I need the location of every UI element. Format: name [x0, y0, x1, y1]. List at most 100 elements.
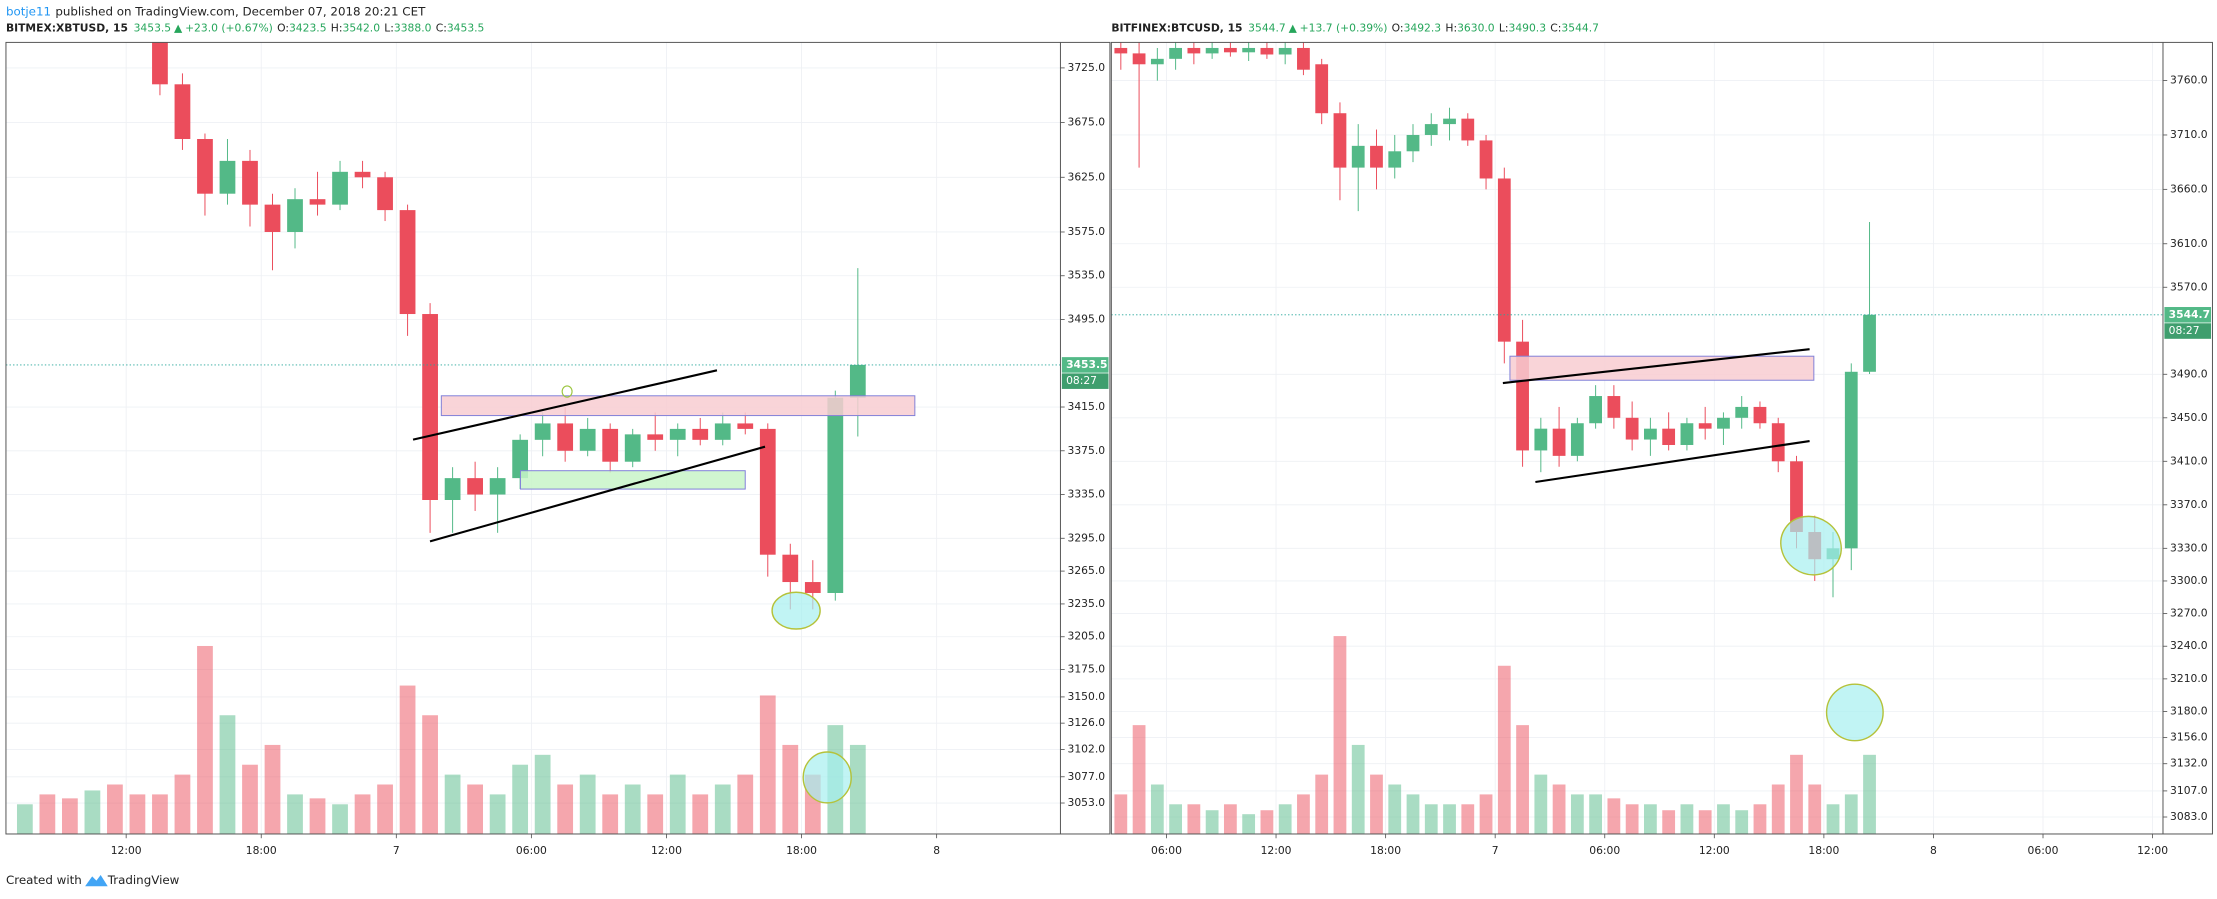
y-tick-label: 3053.0	[1068, 796, 1106, 809]
candle-body	[1698, 423, 1712, 429]
y-tick-label: 3205.0	[1068, 630, 1106, 643]
chart-right: BITFINEX:BTCUSD, 15 3544.7 ▲ +13.7 (+0.39%)…	[1110, 21, 2213, 857]
candle-body	[1388, 151, 1402, 168]
candle-body	[1242, 47, 1256, 53]
volume-bar	[1132, 725, 1146, 834]
candle-body	[174, 84, 191, 140]
volume-bar	[1790, 754, 1803, 834]
candle-body	[1607, 396, 1621, 418]
x-tick-label: 06:00	[516, 844, 547, 857]
volume-bar	[512, 764, 529, 834]
ohlc-label: C:	[1550, 21, 1561, 34]
candle-body	[782, 554, 799, 583]
x-tick-label: 18:00	[786, 844, 817, 857]
y-tick-label: 3240.0	[2170, 639, 2208, 652]
trend-line	[1535, 439, 1810, 484]
volume-bar	[849, 744, 866, 834]
ellipse	[1825, 683, 1884, 742]
x-tick-label: 06:00	[1151, 844, 1182, 857]
candle-body	[1479, 140, 1493, 179]
ohlc-label: O:	[277, 21, 289, 34]
candle-body	[399, 210, 416, 315]
footer-brand[interactable]: TradingView	[107, 873, 180, 887]
x-tick-label: 7	[1492, 844, 1499, 857]
trend-line	[412, 369, 718, 441]
y-tick-label: 3675.0	[1068, 116, 1106, 129]
y-tick-label: 3625.0	[1068, 170, 1106, 183]
candle-body	[1644, 428, 1657, 440]
volume-bar	[1114, 794, 1128, 834]
y-tick-label: 3175.0	[1068, 663, 1106, 676]
ellipse	[802, 751, 852, 804]
y-tick-label: 3710.0	[2170, 128, 2208, 141]
volume-bar	[1863, 754, 1876, 834]
volume-bar	[444, 774, 461, 834]
volume-bar	[107, 784, 123, 834]
x-tick-label: 12:00	[1699, 844, 1730, 857]
y-tick-label: 3570.0	[2170, 280, 2208, 293]
candle-body	[1132, 53, 1146, 65]
candle-body	[489, 478, 506, 495]
candle-body	[62, 0, 78, 2]
candle-body	[849, 364, 866, 398]
footer: Created with TradingView	[6, 873, 180, 887]
candle-body	[1424, 124, 1438, 135]
volume-bar	[1717, 804, 1730, 834]
candle-body	[1187, 47, 1201, 54]
candle-body	[242, 160, 258, 205]
quote-value: ▲	[174, 21, 183, 34]
candle-body	[332, 171, 348, 205]
candle-body	[1863, 314, 1876, 372]
volume-bar	[1552, 784, 1566, 834]
candle-body	[602, 428, 619, 462]
y-tick-label: 3270.0	[2170, 607, 2208, 620]
candle-body	[309, 199, 326, 205]
x-tick-label: 7	[393, 844, 400, 857]
quote-line: BITFINEX:BTCUSD, 15 3544.7 ▲ +13.7 (+0.39%)…	[1111, 21, 1599, 34]
ellipse	[561, 385, 573, 398]
candle-body	[669, 428, 686, 440]
y-tick-label: 3077.0	[1068, 770, 1106, 783]
volume-bar	[1698, 810, 1712, 834]
quote-value: +13.7 (+0.39%)	[1300, 21, 1388, 34]
volume-bar	[602, 794, 619, 834]
volume-bar	[1680, 804, 1694, 834]
volume-bar	[422, 715, 438, 834]
y-tick-label: 3760.0	[2170, 74, 2208, 87]
ohlc-label: H:	[1445, 21, 1457, 34]
x-tick-label: 12:00	[1261, 844, 1292, 857]
candle-body	[759, 428, 776, 555]
ohlc-label: O:	[1392, 21, 1404, 34]
candle-body	[1315, 64, 1329, 114]
price-badge	[2164, 307, 2212, 323]
volume-bar	[1443, 804, 1456, 834]
volume-bar	[489, 794, 506, 834]
volume-bar	[1753, 804, 1767, 834]
y-tick-label: 3415.0	[1068, 400, 1106, 413]
volume-bar	[1844, 794, 1858, 834]
ohlc-value: 3423.5	[289, 21, 327, 34]
volume-bar	[692, 794, 709, 834]
plot	[1114, 42, 1876, 834]
author[interactable]: botje11	[6, 4, 51, 18]
volume-bar	[309, 798, 326, 834]
ohlc-value: 3544.7	[1561, 21, 1599, 34]
candle-body	[1333, 113, 1347, 168]
y-tick-label: 3330.0	[2170, 541, 2208, 554]
ohlc-value: 3630.0	[1457, 21, 1495, 34]
trend-line	[1502, 348, 1810, 385]
y-tick-label: 3335.0	[1068, 488, 1106, 501]
plot-frame	[1110, 41, 2213, 835]
volume-bar	[1242, 814, 1256, 834]
volume-bar	[782, 744, 799, 834]
support-zone	[519, 470, 746, 490]
ohlc-value: 3490.3	[1508, 21, 1546, 34]
trend-line	[429, 445, 766, 543]
volume-bar	[84, 790, 101, 834]
candle-body	[1552, 428, 1566, 456]
ohlc-value: 3542.0	[342, 21, 380, 34]
candle-body	[804, 582, 821, 593]
y-tick-label: 3180.0	[2170, 704, 2208, 717]
ohlc-value: 3388.0	[394, 21, 432, 34]
